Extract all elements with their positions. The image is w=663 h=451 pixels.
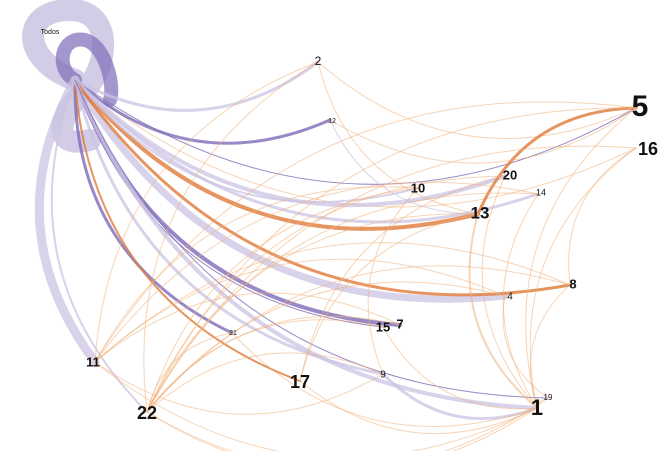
edge-5-22: [146, 107, 637, 413]
edge-13-1: [468, 213, 538, 409]
edge-2-5: [317, 61, 637, 139]
edge-2-11: [94, 61, 319, 363]
edge-20-1: [481, 175, 538, 409]
edge-21-22: [146, 332, 233, 413]
edge-8-1: [529, 284, 571, 409]
edge-5-11: [94, 101, 637, 363]
edge-8-11: [94, 242, 571, 363]
edge-14-11: [94, 181, 539, 363]
edge-12-5: [329, 107, 637, 164]
node-label-13: 13: [471, 203, 490, 222]
edge-20-17: [299, 175, 506, 382]
edge-10-11: [94, 186, 419, 363]
node-label-16: 16: [638, 139, 658, 159]
edge-12-13: [329, 119, 479, 215]
node-label-todos: Todos: [41, 29, 60, 36]
node-label-11: 11: [86, 354, 100, 369]
node-label-15: 15: [376, 319, 390, 334]
node-label-5: 5: [632, 90, 649, 123]
node-label-10: 10: [411, 180, 425, 195]
todos-self-loop: [22, 0, 115, 153]
edge-Todos-22: [50, 79, 148, 413]
edge-13-17: [299, 213, 479, 382]
edge-4-19: [502, 295, 549, 399]
node-label-17: 17: [290, 372, 310, 392]
edge-15-1: [382, 326, 538, 410]
edge-16-8: [568, 147, 637, 286]
edge-10-22: [146, 187, 419, 413]
edge-20-22: [146, 175, 506, 413]
node-label-14: 14: [536, 187, 546, 197]
edge-9-22: [146, 352, 384, 413]
edge-14-1: [502, 193, 539, 409]
node-label-12: 12: [328, 118, 336, 125]
node-label-21: 21: [229, 330, 237, 337]
edge-22-1: [146, 407, 538, 451]
edge-Todos-11: [34, 75, 100, 367]
todos-inner-loop: [55, 32, 119, 107]
edge-Todos-13: [73, 78, 480, 231]
edge-Todos-4: [71, 76, 509, 303]
node-label-layer: Todos 2 5 16 12 20 14 10 13 8 4 7 15 21 11 9 17 22 191: [41, 29, 658, 423]
edge-14-22: [146, 192, 539, 413]
edge-7-11: [94, 292, 401, 363]
edge-17-1: [299, 380, 538, 435]
node-label-22: 22: [137, 403, 157, 423]
node-label-2: 2: [315, 54, 322, 68]
edge-2-22: [143, 61, 319, 413]
edge-Todos-1: [73, 78, 539, 410]
edge-Todos-12: [73, 78, 332, 145]
node-label-4: 4: [507, 292, 513, 303]
edge-2-13: [317, 61, 479, 215]
node-label-19: 19: [544, 393, 553, 402]
edge-11-9: [94, 361, 384, 415]
node-label-9: 9: [380, 370, 386, 381]
edge-5-13: [476, 106, 638, 216]
edge-Todos-20: [73, 78, 507, 208]
edge-10-9: [367, 187, 419, 375]
edge-Todos-8: [73, 78, 572, 297]
edge-19-1: [536, 397, 549, 409]
edge-16-1: [529, 147, 637, 409]
node-label-1: 1: [531, 395, 543, 420]
edge-layer: [22, 0, 638, 451]
node-label-8: 8: [569, 276, 576, 291]
edge-15-22: [146, 319, 384, 413]
edge-22-19: [146, 397, 549, 451]
edge-4-11: [94, 258, 506, 363]
node-label-20: 20: [503, 167, 517, 182]
edge-13-22: [146, 213, 479, 413]
edge-21-1: [231, 332, 538, 427]
node-label-7: 7: [396, 316, 403, 331]
edge-5-1: [525, 107, 637, 409]
edge-7-22: [146, 315, 401, 413]
edge-11-1: [94, 361, 538, 451]
edge-Todos-21: [73, 78, 234, 335]
